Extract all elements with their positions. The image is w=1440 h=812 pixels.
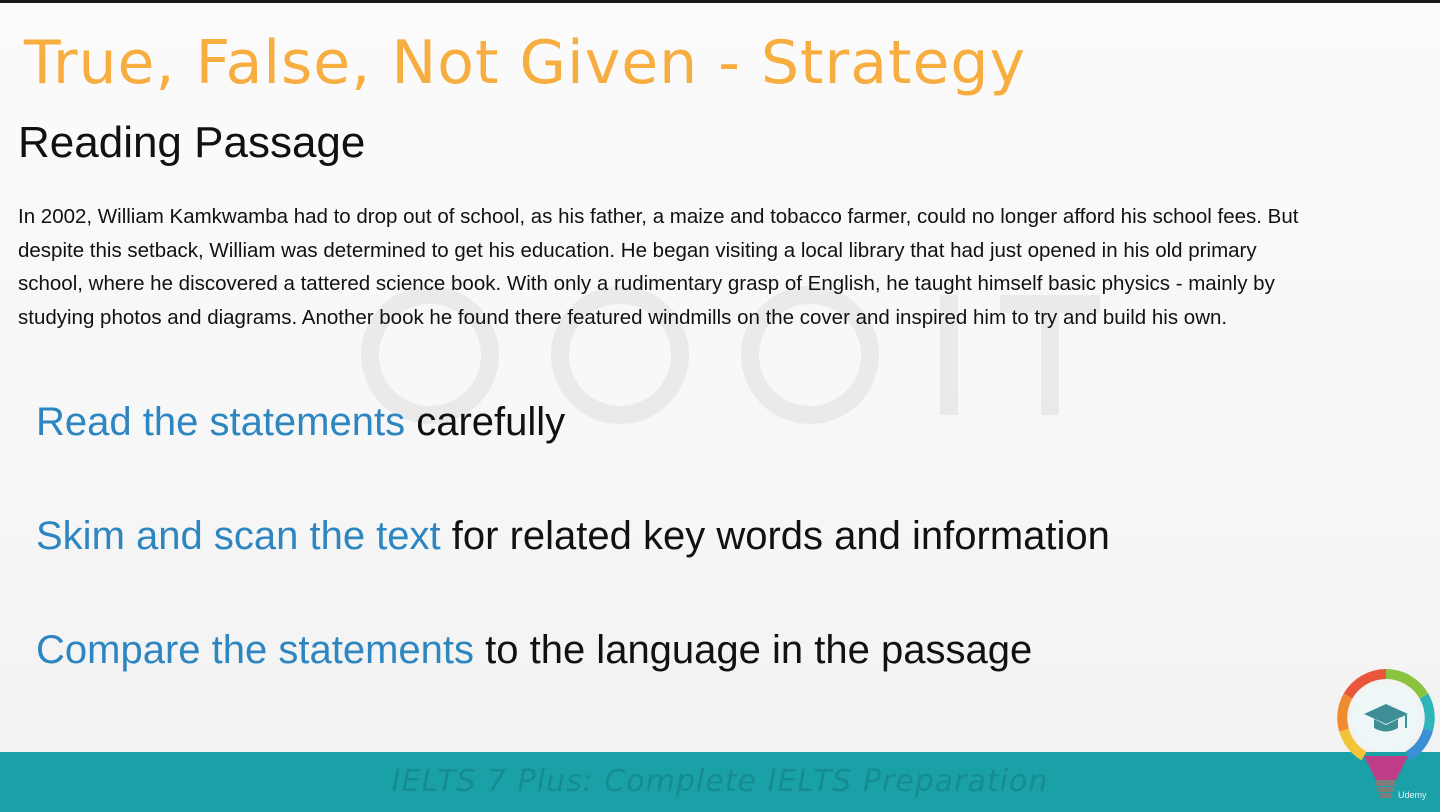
strategy-rest: to the language in the passage [474,628,1033,672]
course-title: IELTS 7 Plus: Complete IELTS Preparation [391,764,1049,799]
lightbulb-graduation-cap-icon [1337,669,1435,798]
section-heading: Reading Passage [18,118,366,167]
strategy-highlight: Compare the statements [36,628,474,672]
strategy-highlight: Read the statements [36,400,406,444]
logo-caption: Udemy [1398,790,1427,800]
strategy-highlight: Skim and scan the text [36,514,441,558]
strategy-item-compare: Compare the statements to the language i… [36,628,1032,673]
strategy-item-skim: Skim and scan the text for related key w… [36,514,1110,559]
reading-passage: In 2002, William Kamkwamba had to drop o… [18,205,1299,329]
footer-bar: IELTS 7 Plus: Complete IELTS Preparation [0,752,1440,812]
top-border [0,0,1440,3]
slide-title: True, False, Not Given - Strategy [24,28,1027,98]
strategy-item-read: Read the statements carefully [36,400,565,445]
strategy-rest: for related key words and information [440,514,1110,558]
strategy-rest: carefully [405,400,566,444]
